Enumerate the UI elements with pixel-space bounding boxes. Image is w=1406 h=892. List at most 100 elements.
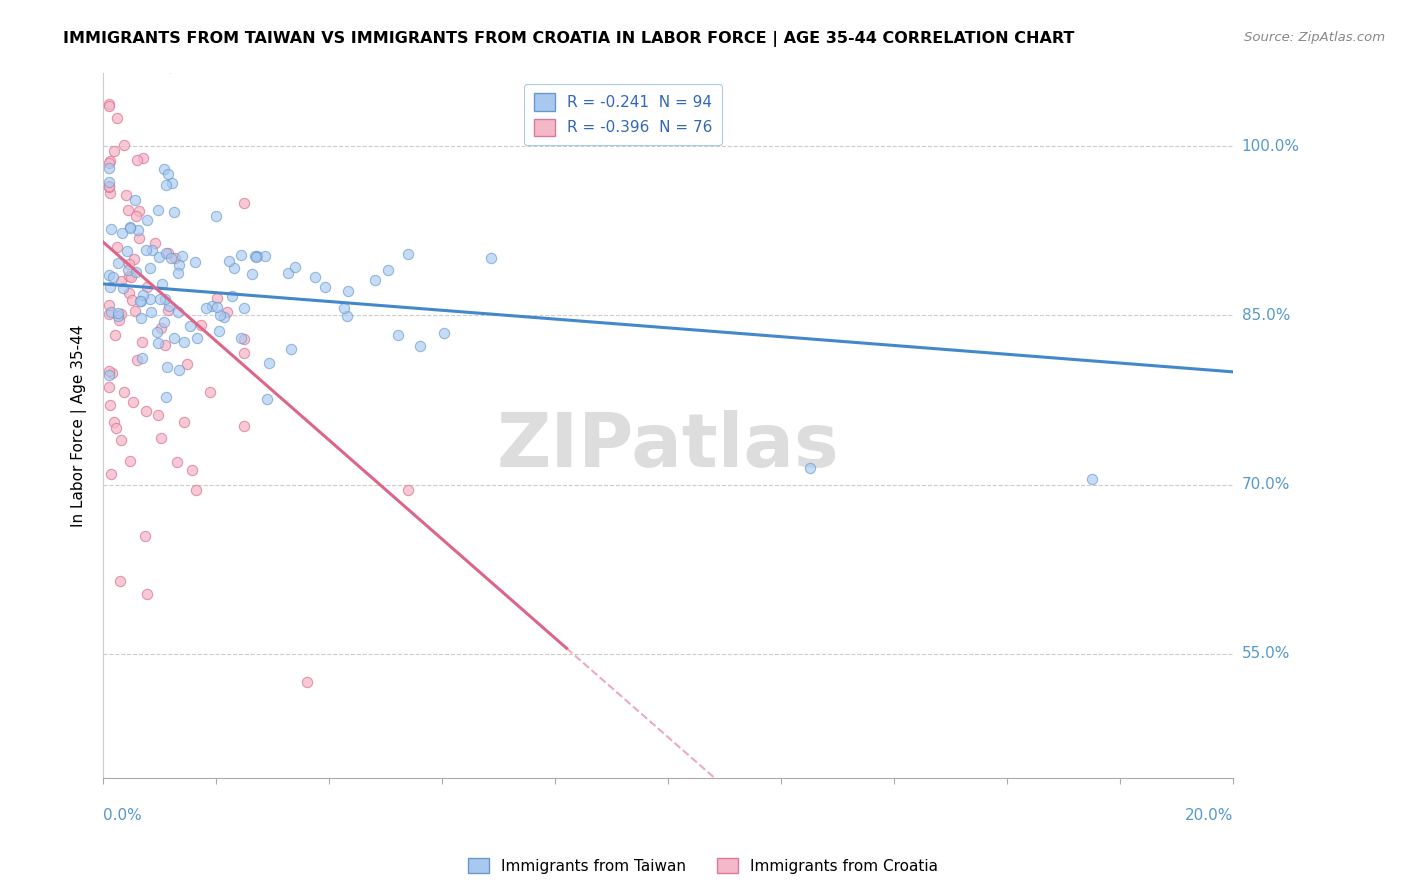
Point — [150, 277, 173, 291]
Point — [233, 195, 256, 210]
Point — [118, 453, 141, 467]
Point — [104, 327, 127, 342]
Point — [229, 248, 252, 262]
Point — [135, 243, 157, 257]
Point — [148, 250, 170, 264]
Point — [295, 675, 318, 690]
Point — [149, 431, 172, 445]
Point — [214, 310, 236, 325]
Point — [336, 285, 359, 299]
Point — [125, 353, 148, 368]
Point — [233, 419, 256, 434]
Point — [155, 390, 177, 404]
Point — [112, 281, 135, 295]
Point — [173, 334, 195, 349]
Point — [229, 331, 252, 345]
Point — [433, 326, 456, 340]
Point — [146, 202, 169, 217]
Point — [157, 246, 180, 260]
Point — [112, 384, 135, 399]
Point — [120, 221, 142, 235]
Point — [120, 270, 142, 285]
Point — [163, 205, 186, 219]
Point — [153, 292, 176, 306]
Point — [1081, 472, 1104, 486]
Point — [145, 235, 167, 250]
Point — [107, 306, 129, 320]
Point — [97, 156, 120, 170]
Point — [125, 265, 148, 279]
Point — [98, 280, 121, 294]
Point — [387, 328, 409, 343]
Point — [157, 299, 180, 313]
Point — [280, 342, 302, 356]
Text: 85.0%: 85.0% — [1241, 308, 1289, 323]
Point — [121, 293, 143, 308]
Point — [186, 483, 208, 497]
Point — [163, 331, 186, 345]
Point — [159, 60, 181, 74]
Point — [110, 434, 132, 448]
Point — [204, 209, 226, 223]
Point — [186, 331, 208, 345]
Point — [277, 266, 299, 280]
Point — [218, 254, 240, 268]
Point — [246, 248, 269, 262]
Point — [198, 384, 221, 399]
Point — [117, 286, 139, 301]
Point — [97, 368, 120, 382]
Point — [233, 301, 256, 315]
Point — [396, 483, 419, 498]
Point — [127, 153, 149, 168]
Point — [135, 280, 157, 294]
Point — [167, 363, 190, 377]
Point — [149, 292, 172, 306]
Point — [243, 250, 266, 264]
Point — [131, 351, 153, 365]
Point — [105, 111, 128, 125]
Point — [256, 392, 278, 406]
Point — [166, 454, 188, 468]
Point — [208, 308, 231, 322]
Point — [222, 261, 245, 276]
Point — [207, 300, 229, 314]
Point — [108, 574, 131, 588]
Point — [110, 274, 132, 288]
Point — [101, 270, 124, 285]
Point — [97, 179, 120, 194]
Point — [141, 244, 163, 258]
Point — [194, 301, 217, 315]
Point — [124, 304, 146, 318]
Point — [110, 226, 132, 240]
Point — [176, 357, 198, 371]
Point — [139, 305, 162, 319]
Point — [97, 298, 120, 312]
Point — [100, 304, 122, 318]
Point — [107, 309, 129, 323]
Point — [208, 324, 231, 338]
Point — [153, 338, 176, 352]
Legend: R = -0.241  N = 94, R = -0.396  N = 76: R = -0.241 N = 94, R = -0.396 N = 76 — [524, 84, 721, 145]
Point — [97, 180, 120, 194]
Point — [98, 186, 121, 200]
Point — [167, 304, 190, 318]
Point — [173, 415, 195, 429]
Point — [121, 395, 143, 409]
Point — [408, 339, 430, 353]
Point — [117, 202, 139, 217]
Point — [134, 529, 156, 543]
Point — [97, 175, 120, 189]
Point — [118, 257, 141, 271]
Point — [110, 307, 132, 321]
Point — [160, 177, 183, 191]
Point — [163, 252, 186, 266]
Point — [245, 250, 267, 264]
Point — [127, 223, 149, 237]
Point — [128, 293, 150, 308]
Point — [284, 260, 307, 274]
Point — [104, 420, 127, 434]
Text: ZIPatlas: ZIPatlas — [496, 410, 839, 483]
Point — [100, 467, 122, 482]
Point — [117, 263, 139, 277]
Point — [108, 312, 131, 326]
